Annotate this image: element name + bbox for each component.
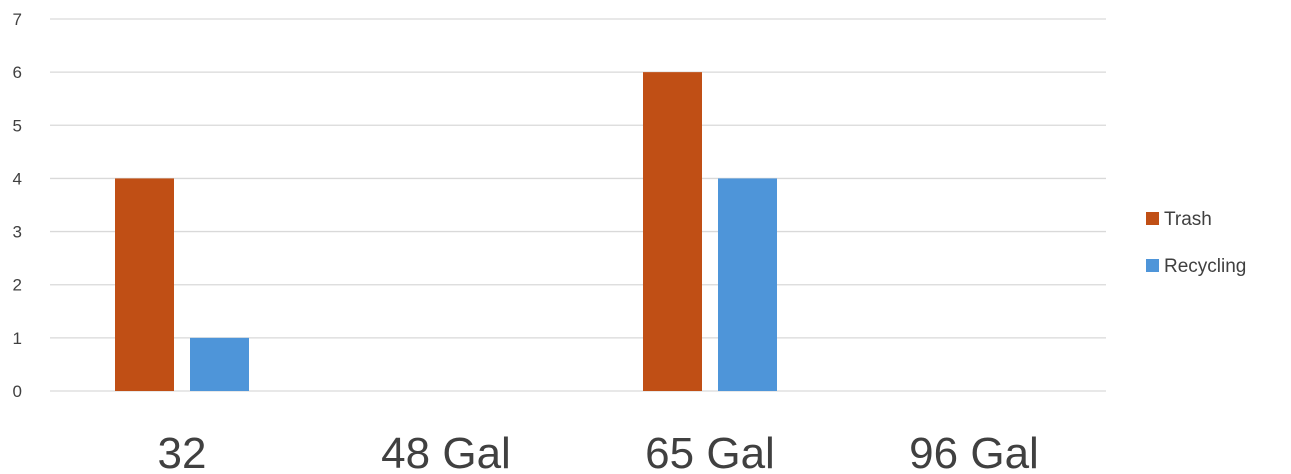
bar-recycling-0: [190, 337, 249, 391]
x-tick-label: 65 Gal: [645, 429, 775, 474]
bar-trash-0: [115, 178, 174, 391]
y-tick-label: 4: [13, 169, 22, 188]
x-tick-label: 48 Gal: [381, 429, 511, 474]
y-tick-label: 7: [13, 10, 22, 29]
bars: [115, 72, 777, 392]
x-tick-label: 32: [158, 429, 207, 474]
y-tick-label: 6: [13, 63, 22, 82]
y-tick-label: 1: [13, 329, 22, 348]
y-tick-label: 3: [13, 223, 22, 242]
legend: Trash Recycling: [1146, 209, 1246, 277]
x-axis-ticks: 32 48 Gal 65 Gal 96 Gal: [158, 429, 1039, 474]
legend-label-recycling: Recycling: [1164, 256, 1246, 277]
y-tick-label: 2: [13, 276, 22, 295]
y-axis-ticks: 0 1 2 3 4 5 6 7: [13, 10, 22, 401]
legend-swatch-trash: [1146, 212, 1159, 225]
y-tick-label: 0: [13, 382, 22, 401]
bar-trash-2: [643, 72, 702, 392]
x-tick-label: 96 Gal: [909, 429, 1039, 474]
legend-swatch-recycling: [1146, 259, 1159, 272]
gridlines: [50, 18, 1106, 392]
y-tick-label: 5: [13, 116, 22, 135]
bar-recycling-2: [718, 178, 777, 391]
legend-label-trash: Trash: [1164, 209, 1212, 230]
